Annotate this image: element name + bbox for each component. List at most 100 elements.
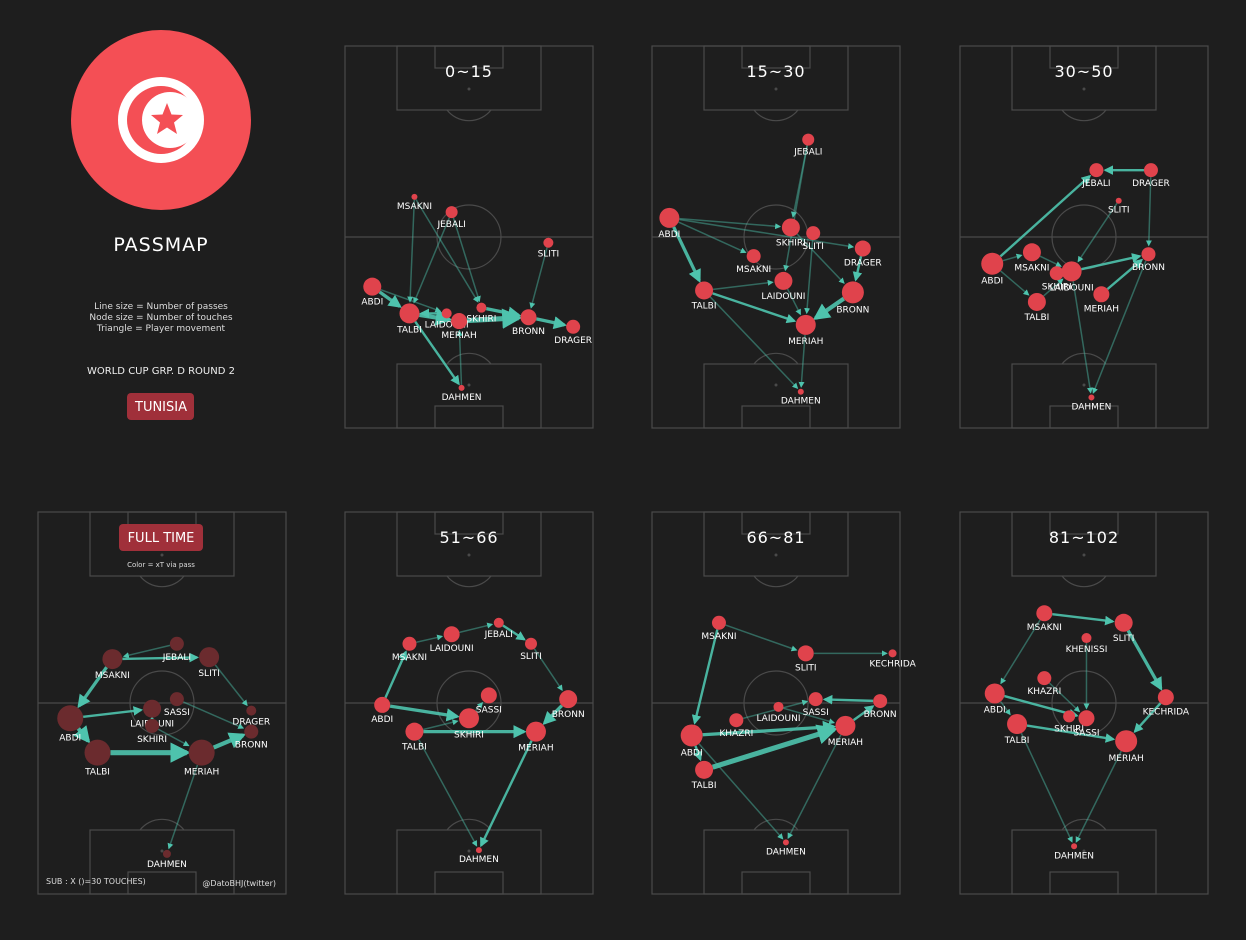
- player-node-skhiri: [781, 218, 800, 237]
- player-label-jebali: JEBALI: [793, 148, 822, 158]
- player-node-skhiri: [145, 718, 160, 733]
- top-six-yard-box: [434, 45, 504, 69]
- top-penalty-arc: [1061, 575, 1107, 588]
- pass-edge-kechrida-meriah: [1133, 702, 1162, 733]
- player-label-kechrida: KECHRIDA: [1143, 707, 1190, 717]
- player-node-talbi: [399, 303, 420, 324]
- bottom-penalty-arc: [1061, 818, 1107, 831]
- top-penalty-arc: [139, 575, 185, 588]
- player-node-msakni: [711, 615, 726, 630]
- player-label-meriah: MERIAH: [1084, 304, 1119, 314]
- pass-edge-abdi-msakni: [1002, 253, 1023, 262]
- pass-edge-msakni-abdi: [691, 629, 719, 725]
- player-label-drager: DRAGER: [844, 258, 882, 268]
- bottom-penalty-arc: [753, 352, 799, 365]
- player-label-sassi: SASSI: [1073, 728, 1099, 738]
- player-node-jebali: [445, 206, 458, 219]
- bottom-penalty-box: [703, 363, 849, 429]
- player-node-skhiri: [459, 708, 479, 729]
- player-node-talbi: [84, 739, 111, 766]
- player-label-abdi: ABDI: [681, 748, 703, 758]
- player-label-skhiri: SKHIRI: [466, 315, 496, 325]
- flag-star-icon: [151, 103, 183, 134]
- player-label-msakni: MSAKNI: [701, 632, 736, 642]
- center-circle: [129, 670, 195, 736]
- pass-edge-talbi-laidouni: [1043, 278, 1064, 297]
- penalty-spot: [1082, 87, 1086, 91]
- player-label-meriah: MERIAH: [184, 768, 219, 778]
- pass-edge-meriah-dahmen: [167, 764, 199, 850]
- player-node-bronn: [841, 281, 864, 304]
- player-node-bronn: [520, 309, 537, 326]
- player-node-msakni: [746, 249, 761, 264]
- pass-edge-talbi-meriah: [712, 292, 797, 324]
- penalty-spot: [774, 383, 778, 387]
- pass-edge-msakni-sliti: [122, 652, 200, 663]
- player-label-bronn: BRONN: [864, 710, 897, 720]
- player-node-sliti: [1115, 197, 1122, 204]
- pass-edge-talbi-meriah: [711, 724, 838, 770]
- pass-edge-khazri-sassi: [1048, 682, 1081, 713]
- player-label-skhiri: SKHIRI: [1042, 282, 1072, 292]
- player-label-meriah: MERIAH: [1109, 754, 1144, 764]
- player-node-bronn: [244, 724, 259, 739]
- player-node-meriah: [795, 314, 816, 335]
- player-label-skhiri: SKHIRI: [454, 730, 484, 740]
- player-node-meriah: [451, 313, 468, 330]
- pass-edge-msakni-talbi: [407, 199, 416, 303]
- pass-edge-abdi-skhiri: [389, 704, 460, 722]
- player-label-jebali: JEBALI: [1081, 179, 1110, 189]
- top-penalty-arc: [446, 109, 492, 122]
- player-node-talbi: [695, 760, 714, 779]
- penalty-spot: [774, 553, 778, 557]
- pass-edge-talbi-dahmen: [418, 739, 478, 847]
- pass-edge-abdi-drager: [679, 218, 855, 250]
- player-label-jebali: JEBALI: [484, 630, 513, 640]
- pass-edge-bronn-sassi: [822, 694, 874, 705]
- player-node-skhiri: [1049, 266, 1064, 281]
- pass-edge-laidouni-meriah: [786, 288, 801, 316]
- player-node-laidouni: [774, 271, 793, 290]
- player-label-talbi: TALBI: [1004, 736, 1030, 746]
- player-node-skhiri: [1063, 710, 1076, 723]
- pass-edge-jebali-skhiri: [790, 145, 808, 218]
- pass-edge-skhiri-bronn: [485, 306, 522, 320]
- player-label-abdi: ABDI: [658, 230, 680, 240]
- player-label-bronn: BRONN: [836, 305, 869, 315]
- pass-edge-abdi-meriah: [702, 720, 837, 737]
- player-node-talbi: [1007, 714, 1028, 735]
- center-circle: [436, 670, 502, 736]
- player-label-abdi: ABDI: [984, 705, 1006, 715]
- pass-edge-drager-bronn: [1145, 177, 1152, 247]
- player-label-meriah: MERIAH: [441, 331, 476, 341]
- pass-edge-abdi-jebali: [999, 174, 1092, 258]
- top-penalty-arc: [753, 575, 799, 588]
- pass-edge-meriah-dahmen: [480, 740, 533, 848]
- pass-edge-jebali-laidouni: [783, 145, 808, 272]
- player-label-msakni: MSAKNI: [1014, 263, 1049, 273]
- player-node-dahmen: [1071, 843, 1078, 850]
- player-node-abdi: [680, 724, 703, 747]
- player-node-abdi: [363, 277, 382, 296]
- penalty-spot: [467, 87, 471, 91]
- credit-label: @DatoBHJ(twitter): [202, 879, 276, 888]
- fulltime-extras: FULL TIME Color = xT via pass SUB : X ()…: [46, 524, 276, 888]
- player-node-bronn: [559, 690, 578, 709]
- player-node-meriah: [1115, 730, 1138, 753]
- player-label-laidouni: LAIDOUNI: [430, 644, 474, 654]
- bottom-six-yard-box: [1049, 871, 1119, 895]
- player-node-meriah: [188, 739, 215, 766]
- player-node-msakni: [411, 193, 418, 200]
- player-node-skhiri: [476, 302, 487, 313]
- pass-edge-talbi-dahmen: [1020, 732, 1073, 843]
- player-node-meriah: [525, 721, 546, 742]
- player-label-drager: DRAGER: [1132, 179, 1170, 189]
- player-label-jebali: JEBALI: [162, 653, 191, 663]
- period-title: 81~102: [1049, 528, 1119, 547]
- player-node-talbi: [695, 281, 714, 300]
- player-node-jebali: [169, 636, 184, 651]
- player-label-sliti: SLITI: [795, 663, 817, 673]
- player-node-dahmen: [1088, 394, 1095, 401]
